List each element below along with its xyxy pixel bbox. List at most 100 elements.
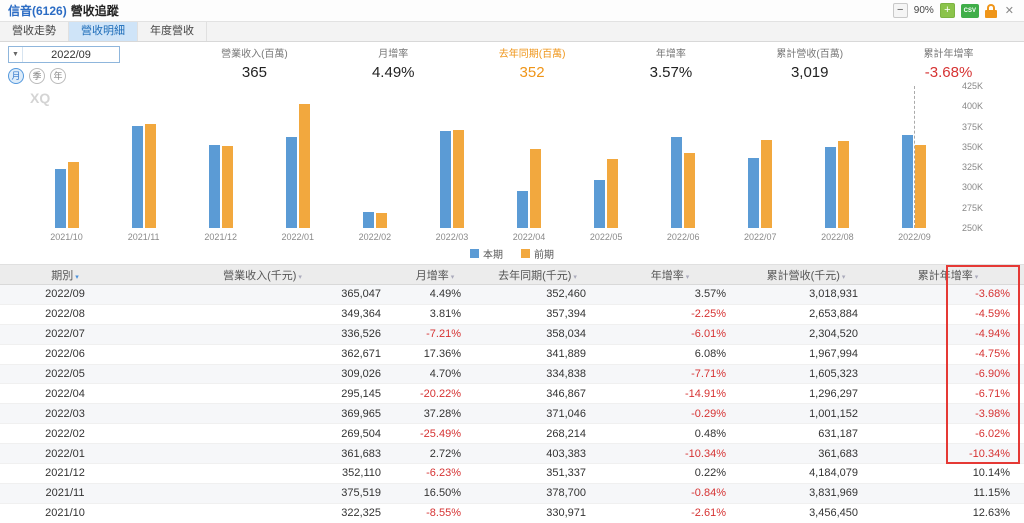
sort-icon: ▾ — [974, 273, 979, 281]
table-cell: 631,187 — [818, 427, 858, 440]
x-axis-label: 2021/12 — [204, 232, 237, 242]
table-cell: -3.68% — [975, 288, 1010, 301]
x-axis-labels: 2021/10 2021/11 2021/12 2022/01 2022/02 2022/… — [28, 232, 953, 244]
metric-revenue-label: 營業收入(百萬) — [221, 49, 288, 60]
x-axis-label: 2022/04 — [512, 232, 546, 242]
zoom-in-button[interactable]: + — [939, 3, 955, 18]
table-cell: 375,519 — [341, 487, 381, 500]
table-cell: -3.98% — [975, 407, 1010, 420]
table-cell: 365,047 — [341, 288, 381, 301]
table-cell: 3.57% — [694, 288, 726, 301]
table-cell: 2022/08 — [45, 308, 85, 321]
table-cell: 2022/02 — [45, 427, 85, 440]
column-header[interactable]: 去年同期(千元) ▾ — [475, 267, 600, 283]
metric-mom-value: 4.49% — [371, 64, 415, 81]
column-header[interactable]: 月增率 ▾ — [395, 267, 475, 283]
table-cell: 349,364 — [341, 308, 381, 321]
column-header[interactable]: 累計營收(千元) ▾ — [740, 267, 872, 283]
table-cell: 2022/09 — [45, 288, 85, 301]
x-axis-label: 2022/08 — [821, 232, 854, 242]
x-axis-label: 2022/03 — [435, 232, 469, 242]
chart-plot-area — [28, 86, 953, 228]
table-cell: 4,184,079 — [809, 467, 858, 480]
bar-current — [54, 169, 66, 228]
bar-current — [748, 157, 760, 228]
period-dropdown[interactable]: ▼ 2022/09 — [8, 46, 120, 63]
x-axis-label: 2021/11 — [127, 232, 160, 242]
table-row[interactable]: 2022/04 295,145 -20.22% 346,867 -14.91% 1,296… — [0, 384, 1024, 405]
metric-yoy: 年增率 3.57% — [601, 45, 740, 85]
table-row[interactable]: 2021/12 352,110 -6.23% 351,337 0.22% 4,184,07… — [0, 464, 1024, 484]
chevron-down-icon: ▼ — [9, 47, 23, 62]
table-row[interactable]: 2022/01 361,683 2.72% 403,383 -10.34% 361,683… — [0, 444, 1024, 465]
bar-previous — [838, 140, 850, 228]
column-header[interactable]: 年增率 ▾ — [600, 267, 740, 283]
table-cell: 2021/12 — [45, 467, 85, 480]
metric-cum-revenue-value: 3,019 — [790, 64, 829, 81]
table-cell: 369,965 — [341, 407, 381, 420]
table-cell: 361,683 — [818, 447, 858, 460]
table-cell: -14.91% — [685, 387, 726, 400]
freq-year-button[interactable]: 年 — [50, 68, 66, 84]
y-axis-tick-label: 375K — [962, 121, 984, 132]
table-row[interactable]: 2022/07 336,526 -7.21% 358,034 -6.01% 2,304,5… — [0, 324, 1024, 345]
tab-revenue-trend[interactable]: 營收走勢 — [0, 22, 69, 41]
tab-revenue-detail[interactable]: 營收明細 — [69, 22, 138, 41]
metric-cum-yoy: 累計年增率 -3.68% — [879, 45, 1018, 85]
bar-previous — [684, 153, 696, 228]
bar-current — [517, 191, 529, 228]
tab-annual-revenue[interactable]: 年度營收 — [138, 22, 207, 41]
legend-item[interactable]: 前期 — [521, 246, 554, 261]
table-row[interactable]: 2022/06 362,671 17.36% 341,889 6.08% 1,967,99… — [0, 345, 1024, 365]
table-header-row: 期別 ▾ 營業收入(千元) ▾ 月增率 ▾ 去年同期(千元) ▾ 年增率 ▾ 累計營收(千元) ▾ 累計… — [0, 265, 1024, 285]
table-cell: -0.84% — [691, 487, 726, 500]
x-axis-label: 2022/09 — [898, 232, 931, 242]
y-axis-tick-label: 350K — [962, 141, 984, 152]
table-cell: 2021/10 — [45, 507, 85, 520]
table-row[interactable]: 2021/11 375,519 16.50% 378,700 -0.84% 3,831,9… — [0, 483, 1024, 504]
table-cell: 268,214 — [546, 427, 586, 440]
table-row[interactable]: 2022/08 349,364 3.81% 357,394 -2.25% 2,653,88… — [0, 305, 1024, 325]
legend-item[interactable]: 本期 — [470, 246, 503, 261]
table-cell: 2022/05 — [45, 368, 85, 380]
table-row[interactable]: 2022/02 269,504 -25.49% 268,214 0.48% 631,187… — [0, 424, 1024, 445]
csv-export-icon[interactable]: CSV — [960, 3, 979, 18]
table-row[interactable]: 2022/03 369,965 37.28% 371,046 -0.29% 1,001,1… — [0, 404, 1024, 425]
table-cell: 361,683 — [341, 447, 381, 460]
bar-current — [594, 180, 606, 228]
table-cell: 357,394 — [546, 308, 586, 321]
column-header[interactable]: 營業收入(千元) ▾ — [130, 267, 395, 283]
sort-icon: ▾ — [298, 273, 302, 281]
lock-icon[interactable] — [984, 3, 997, 18]
sort-icon: ▾ — [841, 273, 846, 281]
column-header[interactable]: 累計年增率 ▾ — [872, 267, 1024, 283]
freq-quarter-button[interactable]: 季 — [29, 68, 45, 84]
table-row[interactable]: 2021/10 322,325 -8.55% 330,971 -2.61% 3,456,4… — [0, 504, 1024, 523]
page-title: 信音(6126) 營收追蹤 — [8, 2, 119, 19]
table-cell: -6.71% — [975, 387, 1010, 400]
zoom-out-button[interactable]: − — [892, 3, 908, 18]
close-icon[interactable]: ✕ — [1004, 5, 1014, 17]
table-row[interactable]: 2022/05 309,026 4.70% 334,838 -7.71% 1,605,32… — [0, 364, 1024, 385]
metric-mom-label: 月增率 — [378, 49, 409, 60]
summary-band: ▼ 2022/09 月 季 年 營業收入(百萬) 365 月增率 4.49% 去… — [0, 42, 1024, 86]
table-cell: 1,605,323 — [809, 368, 858, 380]
metric-last-year-label: 去年同期(百萬) — [498, 49, 566, 60]
summary-metrics: 營業收入(百萬) 365 月增率 4.49% 去年同期(百萬) 352 年增率 … — [185, 45, 1018, 85]
column-header[interactable]: 期別 ▾ — [0, 267, 130, 283]
y-axis-tick-label: 250K — [962, 223, 984, 233]
table-cell: 3.81% — [429, 308, 461, 321]
bar-current — [285, 137, 297, 228]
lock-shackle — [986, 3, 995, 11]
freq-month-button[interactable]: 月 — [8, 68, 24, 84]
table-cell: 295,145 — [341, 387, 381, 400]
legend-label: 前期 — [534, 250, 554, 261]
table-cell: 322,325 — [341, 507, 381, 520]
window-controls: − 90% + CSV ✕ — [892, 3, 1016, 18]
metric-revenue: 營業收入(百萬) 365 — [185, 45, 324, 85]
table-cell: 362,671 — [341, 348, 381, 361]
bar-previous — [375, 213, 387, 228]
bar-current — [439, 130, 451, 228]
table-row[interactable]: 2022/09 365,047 4.49% 352,460 3.57% 3,018,931… — [0, 285, 1024, 305]
table-cell: 37.28% — [423, 407, 461, 420]
